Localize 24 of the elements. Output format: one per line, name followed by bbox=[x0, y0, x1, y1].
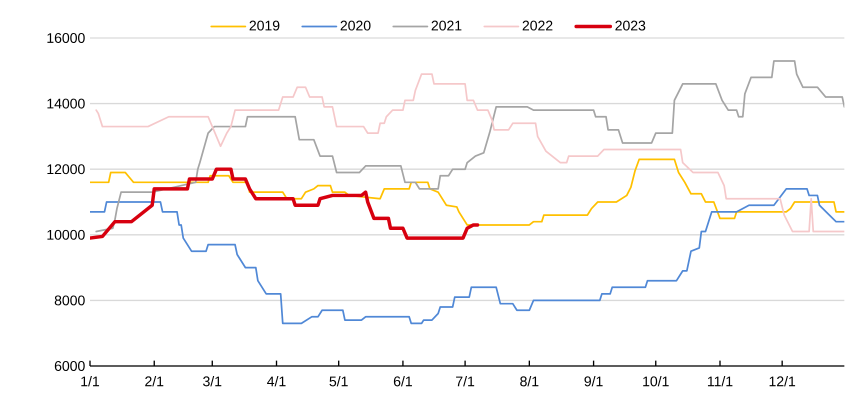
y-tick-label: 8000 bbox=[54, 295, 85, 306]
y-tick-label: 14000 bbox=[47, 98, 85, 109]
x-tick-label: 11/1 bbox=[708, 376, 732, 386]
legend-label: 2022 bbox=[522, 20, 552, 31]
y-tick-label: 12000 bbox=[47, 164, 85, 174]
x-tick-label: 10/1 bbox=[643, 376, 669, 386]
y-tick-label: 16000 bbox=[47, 33, 85, 43]
x-tick-label: 4/1 bbox=[267, 376, 286, 386]
x-tick-label: 1/1 bbox=[81, 376, 100, 386]
x-tick-label: 2/1 bbox=[145, 376, 164, 386]
legend-label: 2019 bbox=[250, 20, 280, 31]
x-tick-label: 8/1 bbox=[520, 376, 538, 386]
y-tick-label: 6000 bbox=[54, 361, 85, 371]
y-tick-label: 10000 bbox=[47, 230, 85, 240]
legend-label: 2020 bbox=[340, 20, 371, 31]
x-tick-label: 6/1 bbox=[394, 376, 412, 386]
x-tick-label: 7/1 bbox=[456, 376, 474, 386]
x-tick-label: 3/1 bbox=[203, 376, 222, 386]
legend-label: 2021 bbox=[432, 20, 462, 31]
x-tick-label: 12/1 bbox=[770, 376, 796, 386]
x-tick-label: 9/1 bbox=[584, 376, 603, 386]
x-tick-label: 5/1 bbox=[330, 376, 348, 386]
line-series bbox=[90, 167, 480, 240]
legend-label: 2023 bbox=[615, 20, 646, 31]
